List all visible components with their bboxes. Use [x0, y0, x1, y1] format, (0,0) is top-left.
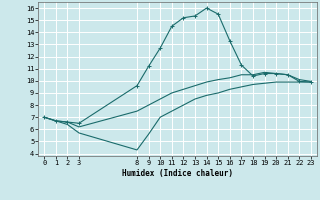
X-axis label: Humidex (Indice chaleur): Humidex (Indice chaleur) — [122, 169, 233, 178]
